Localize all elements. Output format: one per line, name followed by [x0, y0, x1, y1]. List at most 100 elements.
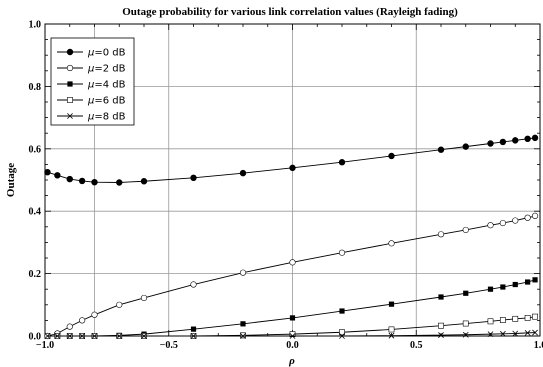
legend-label: μ=0 dB: [87, 48, 126, 59]
data-point: [487, 140, 494, 147]
data-point: [239, 269, 247, 276]
data-point: [54, 333, 61, 339]
x-tick-label: 0.5: [410, 340, 423, 351]
data-point: [289, 333, 296, 339]
data-point: [91, 178, 98, 186]
legend-item: μ=2 dB: [57, 64, 126, 75]
x-tick-label: 0.0: [286, 340, 299, 351]
legend-item: μ=6 dB: [57, 96, 126, 107]
y-tick-label: 0.0: [29, 332, 42, 343]
data-point: [66, 323, 73, 330]
data-point: [339, 308, 345, 314]
data-point: [289, 331, 296, 338]
data-point: [338, 249, 346, 256]
data-point: [140, 178, 148, 185]
data-point: [438, 322, 444, 329]
data-point: [487, 286, 494, 292]
data-point: [531, 134, 539, 142]
data-point: [500, 284, 506, 290]
data-point: [524, 315, 531, 321]
data-point: [388, 152, 395, 160]
y-tick-label: 1.0: [29, 20, 42, 31]
data-point: [438, 332, 444, 338]
data-point: [388, 301, 395, 307]
data-point: [512, 137, 519, 144]
data-point: [44, 333, 51, 339]
legend-label: μ=4 dB: [87, 80, 126, 91]
series-line: [47, 137, 536, 183]
data-point: [78, 177, 86, 185]
data-point: [388, 240, 395, 247]
data-point: [487, 222, 494, 229]
legend-item: μ=8 dB: [57, 112, 126, 123]
series-2: [44, 277, 538, 339]
data-point: [524, 214, 531, 221]
legend-label: μ=8 dB: [87, 112, 126, 123]
data-point: [499, 138, 507, 146]
data-point: [91, 311, 98, 318]
data-point: [524, 135, 531, 143]
legend-item: μ=4 dB: [57, 80, 126, 91]
data-point: [240, 321, 246, 327]
legend: μ=0 dB μ=2 dB μ=4 dB μ=6 dB μ=8 dB: [50, 37, 135, 126]
chart-title: Outage probability for various link corr…: [122, 6, 458, 18]
data-point: [79, 333, 86, 339]
data-point: [289, 164, 296, 172]
data-point: [532, 329, 538, 336]
y-tick-label: 0.8: [29, 82, 42, 93]
y-tick-label: 0.4: [29, 207, 42, 218]
data-point: [462, 143, 469, 150]
data-point: [388, 326, 395, 333]
data-point: [91, 333, 98, 339]
data-point: [116, 333, 123, 339]
data-point: [524, 329, 531, 336]
x-tick-label: 1.0: [534, 340, 543, 351]
data-point: [525, 279, 531, 285]
data-point: [190, 281, 197, 288]
data-point: [190, 326, 197, 332]
data-point: [140, 294, 148, 302]
data-point: [338, 159, 346, 166]
data-point: [499, 317, 506, 323]
legend-marker: [66, 64, 74, 72]
data-point: [79, 317, 86, 324]
y-tick-label: 0.2: [29, 269, 42, 280]
series-line: [47, 279, 536, 337]
data-point: [463, 290, 469, 296]
data-point: [116, 301, 123, 308]
legend-marker: [67, 113, 73, 119]
data-point: [66, 333, 73, 339]
data-point: [487, 331, 494, 338]
data-point: [339, 333, 345, 339]
data-point: [44, 168, 51, 176]
legend-marker: [67, 81, 73, 87]
data-point: [532, 277, 538, 283]
data-point: [240, 333, 246, 339]
data-point: [116, 179, 123, 186]
data-point: [239, 169, 247, 177]
data-point: [437, 231, 445, 238]
data-point: [437, 146, 445, 153]
y-axis-label: Outage: [5, 163, 17, 197]
data-point: [240, 332, 246, 339]
data-point: [512, 330, 519, 337]
data-point: [190, 333, 197, 339]
data-point: [512, 281, 518, 288]
data-point: [388, 332, 395, 339]
axis-ticks: −1.0 −0.5 0.0 0.5 1.0 0.0 0.2 0.4 0.6 0.8 1.0: [29, 20, 543, 352]
data-point: [54, 172, 61, 179]
series-group: [44, 134, 539, 340]
data-point: [499, 330, 506, 337]
data-point: [487, 318, 494, 325]
x-tick-label: −0.5: [160, 340, 178, 351]
data-point: [499, 219, 506, 227]
legend-marker: [66, 48, 74, 56]
x-axis-label: ρ: [288, 355, 295, 367]
data-point: [462, 331, 469, 338]
series-4: [44, 329, 538, 339]
data-point: [531, 212, 539, 219]
x-tick-label: −1.0: [36, 340, 54, 351]
y-tick-label: 0.6: [29, 144, 42, 155]
legend-item: μ=0 dB: [57, 48, 126, 59]
